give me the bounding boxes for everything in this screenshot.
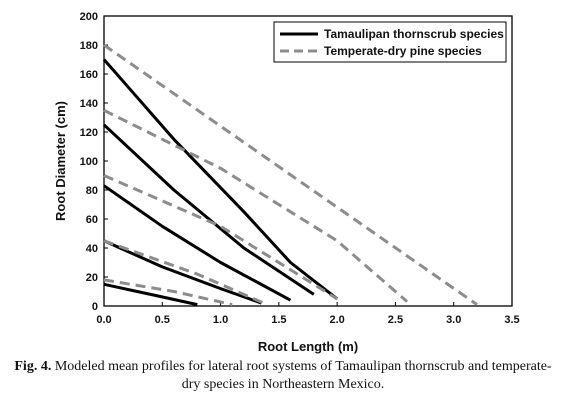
series-layer: [102, 43, 478, 307]
pine-series-line-6: [103, 108, 409, 303]
pine-series-line-9: [103, 278, 233, 307]
y-tick-label: 180: [80, 40, 98, 52]
y-tick-label: 20: [86, 272, 98, 284]
thornscrub-series-line-2: [103, 184, 292, 302]
x-tick-label: 1.0: [213, 314, 228, 326]
x-tick-label: 2.5: [388, 314, 403, 326]
pine-series-line-7: [103, 174, 338, 301]
caption-text: Modeled mean profiles for lateral root s…: [54, 359, 552, 392]
y-tick-label: 40: [86, 243, 98, 255]
legend-label-pine: Temperate-dry pine species: [324, 44, 482, 58]
y-axis-title: Root Diameter (cm): [53, 101, 68, 221]
pine-series-line-8: [103, 239, 268, 306]
legend-label-thornscrub: Tamaulipan thornscrub species: [324, 27, 504, 41]
x-axis-title: Root Length (m): [258, 339, 358, 354]
thornscrub-series-line-4: [103, 282, 198, 307]
figure-caption: Fig. 4. Modeled mean profiles for latera…: [10, 358, 556, 394]
x-tick-label: 3.0: [446, 314, 461, 326]
legend: Tamaulipan thornscrub species Temperate-…: [273, 21, 507, 63]
thornscrub-series-line-1: [102, 123, 315, 296]
y-tick-label: 120: [80, 127, 98, 139]
pine-series-line-5: [103, 43, 478, 306]
legend-box: [273, 21, 507, 63]
y-axis: 0 20 40 60 80 100 120 140 160 180 200: [80, 11, 108, 313]
caption-label: Fig. 4.: [14, 359, 52, 374]
y-tick-label: 140: [80, 98, 98, 110]
y-tick-label: 160: [80, 69, 98, 81]
x-axis: 0.0 0.5 1.0 1.5 2.0 2.5 3.0 3.5: [96, 302, 520, 326]
y-tick-label: 200: [80, 11, 98, 23]
y-tick-label: 0: [92, 301, 98, 313]
thornscrub-series-line-0: [102, 58, 339, 300]
x-tick-label: 3.5: [504, 314, 519, 326]
x-tick-label: 0.5: [155, 314, 170, 326]
x-tick-label: 1.5: [271, 314, 286, 326]
x-tick-label: 2.0: [329, 314, 344, 326]
x-tick-label: 0.0: [96, 314, 111, 326]
y-tick-label: 80: [86, 185, 98, 197]
thornscrub-series-line-3: [103, 239, 262, 305]
y-tick-label: 100: [80, 156, 98, 168]
y-tick-label: 60: [86, 214, 98, 226]
